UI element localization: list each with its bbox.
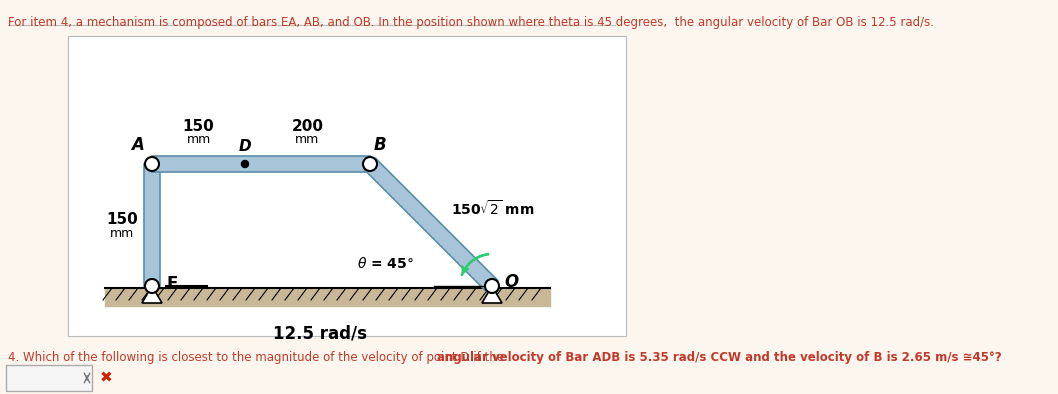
Text: 4. Which of the following is closest to the magnitude of the velocity of point D: 4. Which of the following is closest to … xyxy=(8,351,508,364)
Text: $\theta$ = 45$\degree$: $\theta$ = 45$\degree$ xyxy=(358,256,414,271)
Circle shape xyxy=(363,157,377,171)
Text: angular velocity of Bar ADB is 5.35 rad/s CCW and the velocity of B is 2.65 m/s : angular velocity of Bar ADB is 5.35 rad/… xyxy=(437,351,1002,364)
Text: For item 4, a mechanism is composed of bars EA, AB, and OB. In the position show: For item 4, a mechanism is composed of b… xyxy=(8,16,934,29)
Circle shape xyxy=(145,157,159,171)
Polygon shape xyxy=(152,156,370,172)
Circle shape xyxy=(241,160,249,167)
FancyBboxPatch shape xyxy=(6,365,92,391)
Text: O: O xyxy=(504,273,518,291)
Text: mm: mm xyxy=(110,227,134,240)
Text: 12.5 rad/s: 12.5 rad/s xyxy=(273,324,367,342)
Text: 150: 150 xyxy=(183,119,215,134)
Text: mm: mm xyxy=(186,133,211,146)
Text: E: E xyxy=(166,275,178,293)
Text: 150: 150 xyxy=(106,212,138,227)
Text: ✖: ✖ xyxy=(101,370,113,385)
FancyBboxPatch shape xyxy=(68,36,626,336)
Polygon shape xyxy=(364,158,497,292)
Text: 150$\sqrt{2}$ mm: 150$\sqrt{2}$ mm xyxy=(451,199,534,218)
Text: mm: mm xyxy=(295,133,320,146)
Text: A: A xyxy=(131,136,144,154)
Circle shape xyxy=(485,279,499,293)
Text: B: B xyxy=(373,136,386,154)
Polygon shape xyxy=(144,164,160,286)
Polygon shape xyxy=(482,286,501,303)
Text: 2.29 m/s: 2.29 m/s xyxy=(20,372,74,385)
Text: D: D xyxy=(239,139,252,154)
Text: 200: 200 xyxy=(292,119,324,134)
Circle shape xyxy=(145,279,159,293)
Polygon shape xyxy=(142,286,162,303)
